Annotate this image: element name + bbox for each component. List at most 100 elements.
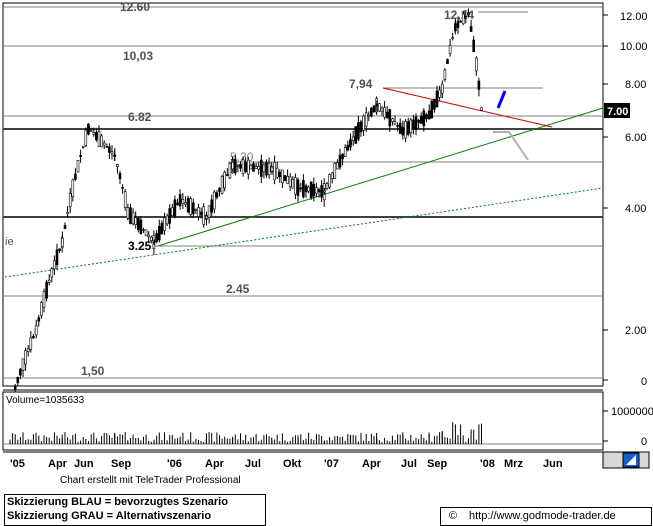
last-price-label: 7.00: [607, 106, 628, 118]
candle-body-14: [42, 291, 46, 308]
candle-body-7: [26, 348, 30, 352]
candle-body-69: [173, 199, 177, 217]
volume-bar-163: [399, 434, 401, 444]
volume-tick-label-1000000: 1000000: [611, 406, 653, 418]
level-label-6-82: 6.82: [128, 110, 152, 124]
candle-body-103: [254, 166, 258, 169]
price-tick-label-2: 2.00: [625, 325, 646, 337]
volume-bar-126: [310, 438, 312, 444]
candle-body-91: [226, 174, 229, 176]
candle-body-20: [58, 248, 61, 252]
volume-bar-90: [224, 436, 226, 444]
volume-bar-128: [315, 433, 317, 444]
volume-bar-123: [302, 440, 304, 444]
volume-bar-73: [182, 432, 184, 444]
volume-bar-182: [441, 431, 443, 444]
candle-body-150: [367, 114, 371, 117]
candle-body-122: [299, 187, 303, 190]
candle-body-25: [68, 193, 72, 208]
volume-bar-34: [90, 434, 92, 444]
volume-bar-64: [161, 439, 163, 444]
volume-bar-66: [166, 440, 168, 444]
volume-bar-18: [53, 432, 55, 444]
price-tick-label-10: 10.00: [620, 41, 648, 53]
volume-bar-166: [405, 438, 407, 444]
candle-body-64: [160, 222, 164, 235]
volume-bar-184: [447, 437, 448, 444]
volume-bar-168: [410, 434, 412, 444]
candle-body-124: [304, 185, 308, 193]
last-price-tag: [604, 103, 630, 118]
candle-body-144: [351, 136, 355, 141]
side-text: ie: [5, 236, 14, 248]
candle-body-126: [309, 181, 313, 199]
volume-bar-20: [59, 438, 61, 444]
volume-bar-89: [221, 438, 223, 444]
level-label-3-25: 3.25: [128, 239, 152, 253]
candle-body-198: [477, 80, 481, 90]
candle-body-180: [438, 89, 441, 98]
volume-bars: [9, 422, 482, 444]
volume-bar-38: [101, 436, 103, 444]
candle-body-119: [294, 177, 297, 195]
candle-body-81: [202, 206, 205, 225]
trend-lines: [4, 87, 604, 278]
time-tick-label-08: '08: [480, 458, 495, 470]
candle-body-162: [396, 125, 399, 127]
volume-bar-112: [276, 434, 278, 444]
volume-bar-87: [216, 432, 218, 444]
candle-body-189: [456, 20, 460, 28]
volume-bar-124: [305, 438, 307, 444]
candle-body-87: [215, 192, 219, 198]
price-axis: 12.00 10.00 8.00 6.00 4.00 2.00 0: [603, 11, 648, 388]
candle-body-12: [37, 317, 41, 322]
volume-bar-107: [266, 434, 267, 444]
candle-body-13: [40, 302, 43, 316]
website-link[interactable]: http://www.godmode-trader.de: [469, 510, 616, 522]
volume-bar-194: [468, 438, 469, 444]
candle-body-28: [76, 160, 80, 173]
chart-credit: Chart erstellt mit TeleTrader Profession…: [60, 475, 241, 486]
candle-body-84: [207, 205, 211, 218]
candle-body-188: [454, 23, 457, 32]
time-axis: '05 Apr Jun Sep '06 Apr Jul Okt '07 Apr …: [10, 458, 563, 470]
volume-bar-160: [391, 435, 393, 444]
candle-body-156: [380, 107, 384, 112]
candle-body-197: [474, 57, 478, 72]
candle-body-72: [179, 197, 182, 203]
candle-body-178: [433, 98, 436, 110]
candle-body-173: [422, 110, 426, 127]
volume-bar-158: [386, 440, 388, 444]
candle-body-101: [249, 165, 253, 170]
volume-bar-78: [195, 438, 197, 444]
candle-body-106: [262, 164, 266, 173]
volume-bar-35: [93, 432, 95, 444]
volume-bar-122: [300, 434, 302, 444]
candle-body-102: [252, 163, 255, 172]
volume-bar-75: [187, 439, 189, 444]
time-tick-label-07: '07: [324, 458, 339, 470]
volume-bar-1: [12, 433, 14, 444]
candle-body-24: [66, 212, 69, 215]
legend-blue-text: Skizzierung BLAU = bevorzugtes Szenario: [7, 496, 228, 508]
candle-body-158: [385, 111, 389, 118]
candle-body-45: [116, 164, 119, 167]
volume-bar-56: [143, 436, 144, 444]
candle-body-26: [71, 179, 75, 197]
candle-body-79: [197, 207, 200, 217]
candle-body-27: [74, 173, 77, 180]
candle-body-140: [343, 147, 347, 157]
level-label-1-50: 1,50: [81, 364, 105, 378]
legend-gray-text: Skizzierung GRAU = Alternativszenario: [7, 510, 212, 522]
candle-body-136: [333, 163, 337, 179]
candle-body-134: [328, 174, 331, 188]
volume-bar-86: [213, 441, 215, 444]
volume-bar-10: [35, 432, 37, 444]
candle-body-125: [307, 186, 310, 192]
level-label-7-94: 7,94: [349, 77, 373, 91]
volume-bar-152: [373, 435, 375, 444]
candle-body-90: [223, 171, 226, 189]
candle-body-121: [296, 183, 300, 192]
candle-body-117: [288, 176, 292, 187]
candle-body-17: [50, 268, 54, 278]
